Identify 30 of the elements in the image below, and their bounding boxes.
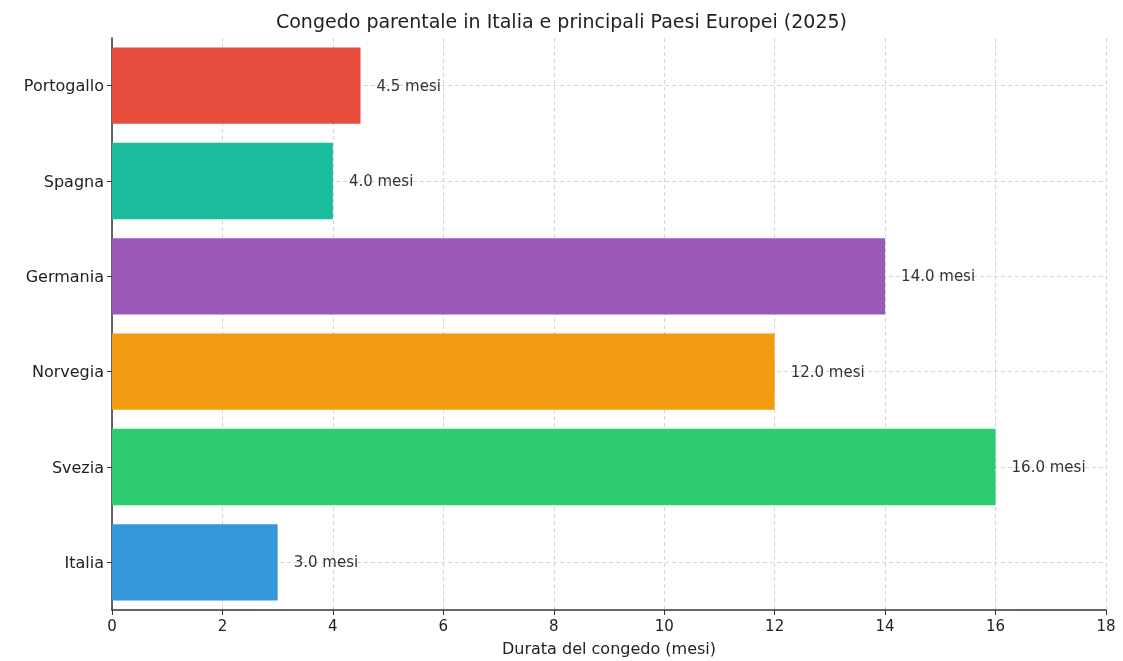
x-tick-label: 4 [328, 616, 338, 635]
data-label: 16.0 mesi [1011, 458, 1086, 476]
bar [112, 524, 278, 601]
y-tick-label: Portogallo [23, 76, 104, 96]
y-tick-label: Norvegia [31, 362, 104, 382]
data-label: 4.5 mesi [376, 76, 441, 95]
x-tick-label: 2 [217, 616, 228, 635]
data-label: 4.0 mesi [348, 172, 414, 190]
y-tick-label: Italia [64, 552, 104, 572]
x-tick-label: 16 [986, 616, 1006, 635]
y-tick-label: Svezia [51, 457, 104, 477]
chart-title: Congedo parentale in Italia e principali Paesi Europei (2025) [275, 9, 848, 32]
x-tick-label: 10 [654, 616, 674, 635]
data-label: 3.0 mesi [293, 553, 359, 572]
bar [112, 47, 361, 124]
x-tick-label: 0 [107, 616, 117, 635]
x-tick-label: 18 [1096, 616, 1116, 635]
data-label: 14.0 mesi [901, 267, 976, 286]
bar [112, 142, 333, 220]
x-tick-label: 8 [549, 616, 559, 635]
y-tick-label: Spagna [43, 171, 104, 191]
x-tick-label: 12 [765, 616, 785, 635]
x-axis-title: Durata del congedo (mesi) [502, 638, 716, 658]
x-tick-label: 14 [875, 616, 895, 635]
bar [112, 333, 775, 410]
bar [112, 238, 886, 315]
bar [112, 428, 996, 506]
data-label: 12.0 mesi [790, 362, 865, 381]
x-tick-label: 6 [438, 616, 449, 635]
y-tick-label: Germania [25, 266, 104, 286]
